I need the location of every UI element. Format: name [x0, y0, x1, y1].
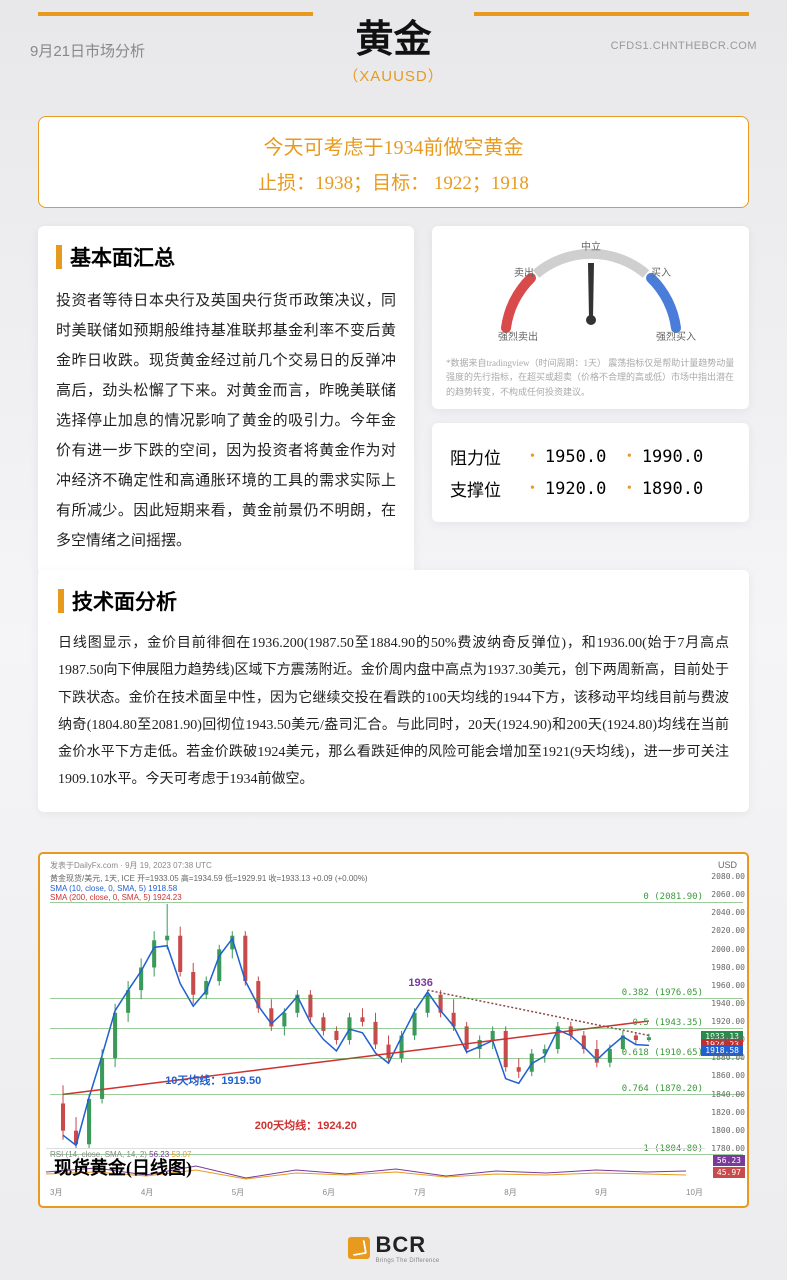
footer: BCR Brings The Difference	[347, 1232, 439, 1264]
url-text: CFDS1.CHNTHEBCR.COM	[611, 40, 757, 52]
fundamentals-box: 基本面汇总 投资者等待日本央行及英国央行货币政策决议，同时美联储如预期般维持基准…	[38, 226, 414, 576]
usd-label: USD	[718, 860, 737, 870]
trade-idea-line1: 今天可考虑于1934前做空黄金	[49, 131, 738, 160]
technical-title: 技术面分析	[58, 586, 729, 616]
chart-ohlc: 黄金现货/美元, 1天, ICE 开=1933.05 高=1934.59 低=1…	[44, 873, 743, 884]
trade-idea-box: 今天可考虑于1934前做空黄金 止损：1938；目标： 1922；1918	[38, 116, 749, 208]
support-1: 1920.0	[545, 479, 617, 499]
title-block: 黄金 （XAUUSD）	[343, 8, 444, 86]
levels-box: 阻力位 • 1950.0 • 1990.0 支撑位 • 1920.0 • 189…	[432, 423, 749, 522]
chart-area: 0 (2081.90)0.382 (1976.05)0.5 (1943.35)0…	[50, 904, 701, 1176]
chart-sma-10: SMA (10, close, 0, SMA, 5) 1918.58	[44, 884, 743, 893]
rule-right	[474, 12, 749, 16]
chart-caption: 现货黄金(日线图)	[54, 1154, 192, 1180]
fundamentals-title: 基本面汇总	[56, 242, 396, 272]
bullet-icon: •	[627, 449, 632, 465]
date-text: 9月21日市场分析	[30, 40, 145, 61]
resistance-2: 1990.0	[642, 447, 714, 467]
gauge-svg: 强烈卖出 卖出 中立 买入 强烈买入	[456, 238, 726, 348]
chart-header: 发表于DailyFx.com · 9月 19, 2023 07:38 UTC	[44, 858, 743, 873]
fundamentals-title-text: 基本面汇总	[70, 242, 175, 272]
gauge-note: *数据来自tradingview（时间周期：1天） 震荡指标仅是帮助计量趋势动量…	[446, 356, 735, 399]
bullet-icon: •	[530, 481, 535, 497]
support-2: 1890.0	[642, 479, 714, 499]
title-accent-bar	[58, 589, 64, 613]
chart-annotation: 10天均线：1919.50	[165, 1072, 261, 1088]
sub-title: （XAUUSD）	[343, 65, 444, 86]
main-title: 黄金	[343, 8, 444, 63]
resistance-label: 阻力位	[450, 444, 520, 469]
rule-left	[38, 12, 313, 16]
bullet-icon: •	[530, 449, 535, 465]
resistance-row: 阻力位 • 1950.0 • 1990.0	[450, 444, 731, 469]
candle-svg	[50, 904, 701, 1176]
rsi-tags: 56.23 45.97	[713, 1155, 745, 1178]
title-accent-bar	[56, 245, 62, 269]
chart-sma-200: SMA (200, close, 0, SMA, 5) 1924.23	[44, 893, 743, 902]
gauge-label-strong-sell: 强烈卖出	[498, 330, 538, 343]
brand-tagline: Brings The Difference	[375, 1258, 439, 1264]
bullet-icon: •	[627, 481, 632, 497]
fundamentals-body: 投资者等待日本央行及英国央行货币政策决议，同时美联储如预期般维持基准联邦基金利率…	[56, 286, 396, 556]
resistance-1: 1950.0	[545, 447, 617, 467]
support-label: 支撑位	[450, 476, 520, 501]
technical-box: 技术面分析 日线图显示，金价目前徘徊在1936.200(1987.50至1884…	[38, 570, 749, 812]
price-axis: 1780.001800.001820.001840.001860.001880.…	[709, 872, 745, 1166]
gauge-label-strong-buy: 强烈买入	[656, 331, 696, 343]
chart-annotation: 200天均线：1924.20	[255, 1117, 357, 1133]
support-row: 支撑位 • 1920.0 • 1890.0	[450, 476, 731, 501]
chart-annotation: 1936	[408, 977, 432, 989]
chart-xaxis: 3月4月5月6月7月8月9月10月	[50, 1187, 703, 1198]
logo-icon	[347, 1237, 369, 1259]
rsi-tag1: 56.23	[713, 1155, 745, 1166]
brand-name: BCR	[375, 1232, 439, 1258]
rsi-tag2: 45.97	[713, 1167, 745, 1178]
gauge-label-sell: 卖出	[514, 266, 534, 279]
gauge-box: 强烈卖出 卖出 中立 买入 强烈买入 *数据来自tradingview（时间周期…	[432, 226, 749, 409]
technical-body: 日线图显示，金价目前徘徊在1936.200(1987.50至1884.90的50…	[58, 630, 729, 794]
technical-title-text: 技术面分析	[72, 586, 177, 616]
trade-idea-line2: 止损：1938；目标： 1922；1918	[49, 168, 738, 195]
gauge-label-buy: 买入	[651, 267, 671, 279]
gauge-label-neutral: 中立	[581, 240, 601, 253]
chart-box: 发表于DailyFx.com · 9月 19, 2023 07:38 UTC 黄…	[38, 852, 749, 1208]
